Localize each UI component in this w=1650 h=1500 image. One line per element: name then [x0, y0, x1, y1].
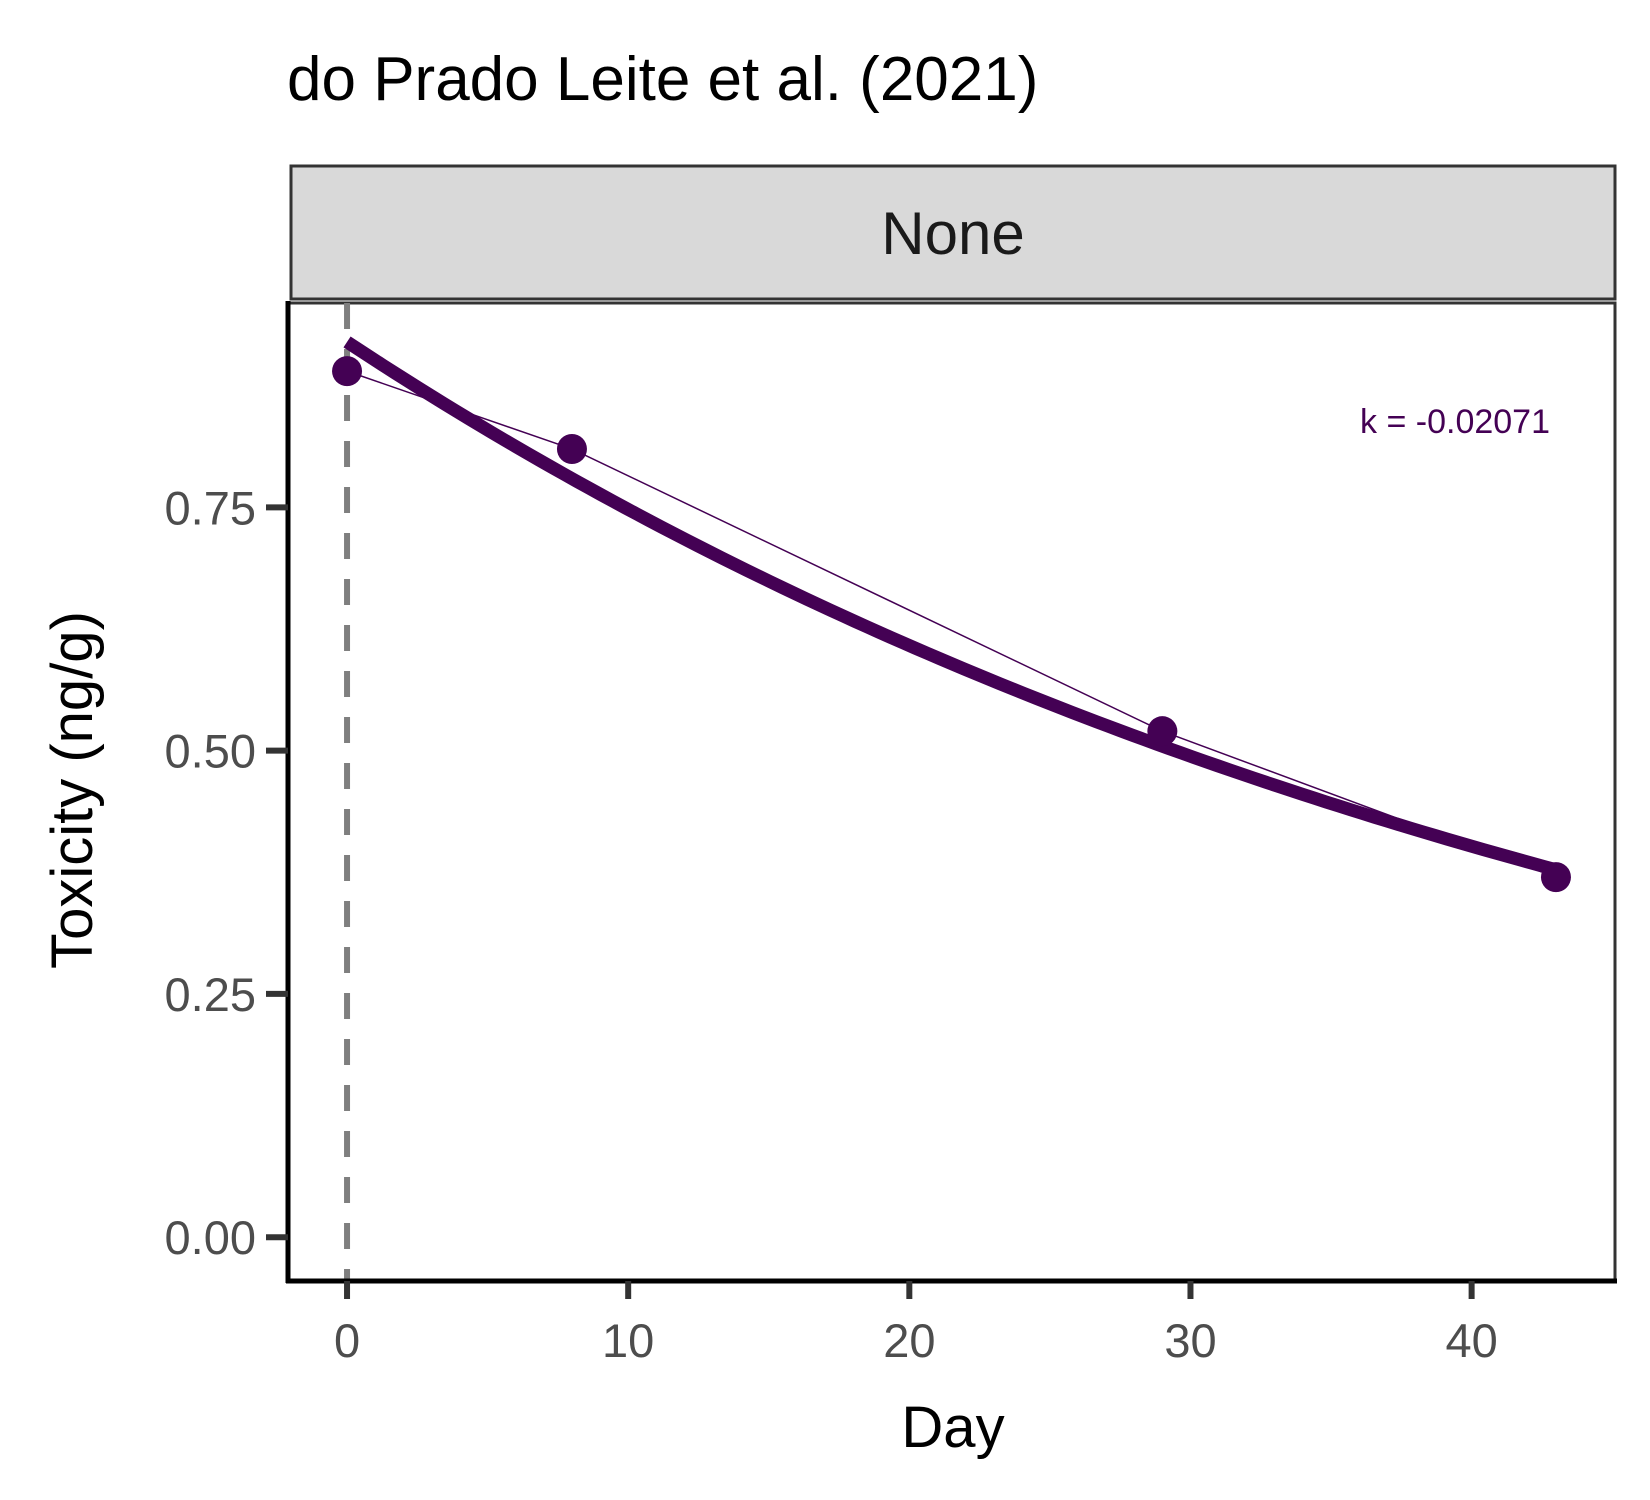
facet-label: None	[881, 200, 1024, 267]
y-tick-label: 0.50	[165, 725, 256, 778]
x-tick-label: 30	[1164, 1314, 1216, 1367]
fit-curve	[343, 336, 1558, 877]
facet-strip	[289, 164, 1617, 301]
plot-layer	[332, 303, 1571, 1281]
k-annotation: k = -0.02071	[1360, 403, 1550, 441]
y-tick-label: 0.00	[165, 1211, 256, 1264]
data-point	[332, 356, 363, 387]
data-point	[1540, 862, 1571, 893]
x-tick-label: 0	[334, 1314, 360, 1367]
data-point	[556, 433, 587, 464]
y-axis-title: Toxicity (ng/g)	[40, 611, 105, 969]
x-tick-label: 20	[883, 1314, 935, 1367]
plot-panel	[286, 301, 1617, 1283]
chart-title: do Prado Leite et al. (2021)	[287, 45, 1038, 114]
y-tick-label: 0.75	[165, 481, 256, 534]
ticks-layer: 0 10 20 30 40 0.00 0.25 0.50 0.75	[165, 481, 1498, 1367]
x-axis-title: Day	[901, 1395, 1004, 1460]
data-point	[1147, 716, 1178, 747]
x-tick-label: 40	[1445, 1314, 1497, 1367]
x-tick-label: 10	[602, 1314, 654, 1367]
y-tick-label: 0.25	[165, 968, 256, 1021]
